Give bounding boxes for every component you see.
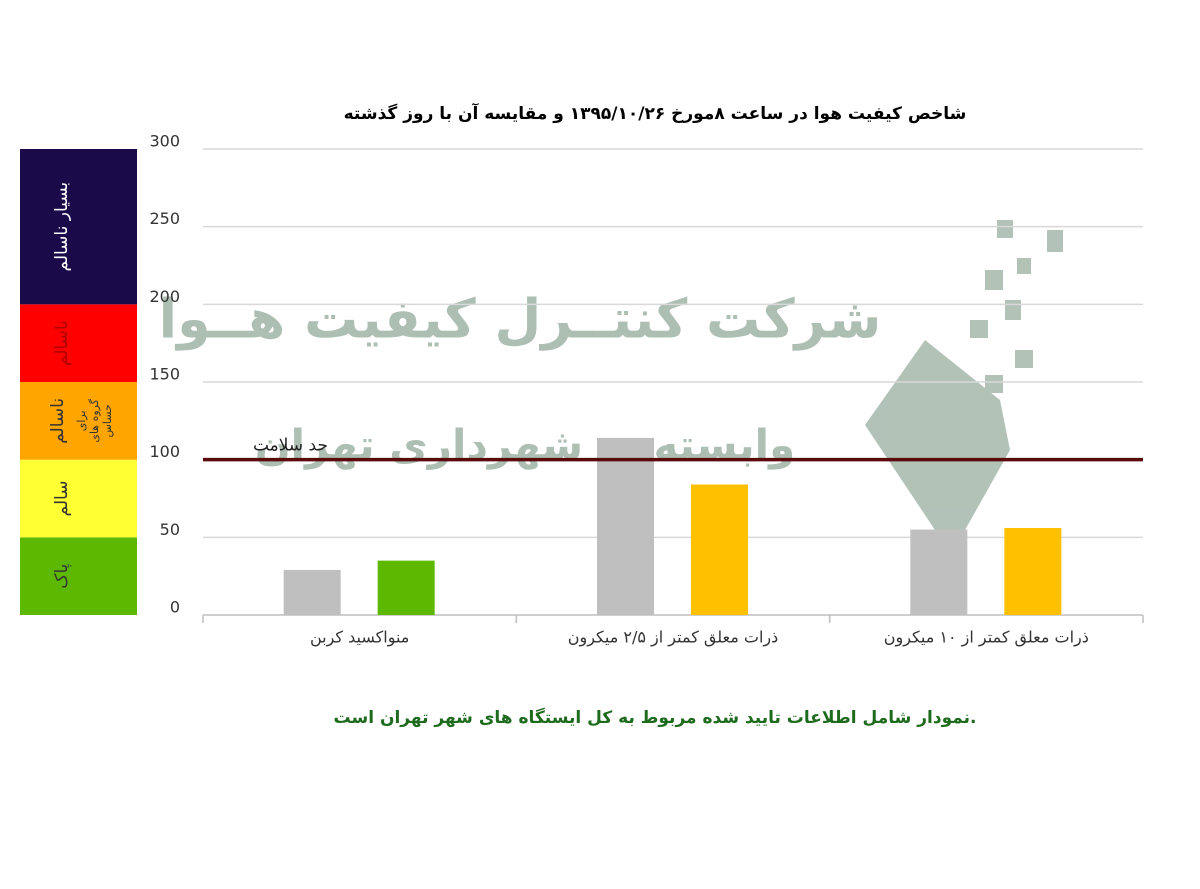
- logo-square: [985, 270, 1003, 290]
- aqi-band-label: پاک: [52, 563, 72, 588]
- logo-square: [985, 375, 1003, 393]
- watermark-text: وابسته به شهرداری تهران: [255, 421, 795, 471]
- logo-square: [1047, 230, 1063, 252]
- logo-square: [1017, 258, 1031, 274]
- chart-title: شاخص کیفیت هوا در ساعت ۸مورخ ۱۳۹۵/۱۰/۲۶ …: [344, 102, 967, 124]
- y-tick-label: 150: [149, 365, 180, 384]
- y-tick-label: 0: [170, 598, 180, 617]
- y-tick-label: 200: [149, 287, 180, 306]
- x-tick-label: منواکسید کربن: [310, 628, 409, 648]
- bar: [283, 569, 341, 615]
- y-tick-label: 300: [149, 132, 180, 151]
- logo-square: [1005, 300, 1021, 320]
- aqi-band-sublabel: حساس: [101, 404, 114, 437]
- bar: [1004, 528, 1062, 615]
- y-tick-label: 250: [149, 209, 180, 228]
- aqi-band-sublabel: برای: [75, 410, 88, 431]
- chart-note: نمودار شامل اطلاعات تایید شده مربوط به ک…: [333, 707, 976, 728]
- aqi-band-label: ناسالم: [52, 320, 72, 366]
- x-tick-label: ذرات معلق کمتر از ۱۰ میکرون: [884, 628, 1089, 648]
- bar: [910, 529, 968, 615]
- aqi-band-sublabel: گروه های: [88, 398, 101, 442]
- y-tick-label: 100: [149, 442, 180, 461]
- watermark-text: شرکت کنتــرل کیفیت هــوا: [159, 288, 882, 351]
- logo-square: [997, 220, 1013, 238]
- aqi-band: [20, 304, 137, 382]
- y-tick-label: 50: [160, 520, 180, 539]
- logo-square: [970, 320, 988, 338]
- x-tick-label: ذرات معلق کمتر از ۲/۵ میکرون: [568, 628, 779, 648]
- aqi-band: [20, 149, 137, 305]
- aqi-band-label: بسیار ناسالم: [52, 182, 72, 272]
- aqi-band-label: سالم: [52, 481, 72, 517]
- aqi-band-label: ناسالم: [48, 398, 68, 444]
- logo-shape: [865, 340, 1010, 530]
- aqi-band: [20, 382, 137, 460]
- bar: [597, 437, 654, 615]
- threshold-label: حد سلامت: [253, 436, 328, 456]
- logo-square: [1015, 350, 1033, 368]
- aqi-band: [20, 459, 137, 538]
- bar: [377, 560, 435, 615]
- bar: [691, 484, 748, 615]
- aqi-band: [20, 537, 137, 615]
- watermark-logo: [865, 220, 1063, 530]
